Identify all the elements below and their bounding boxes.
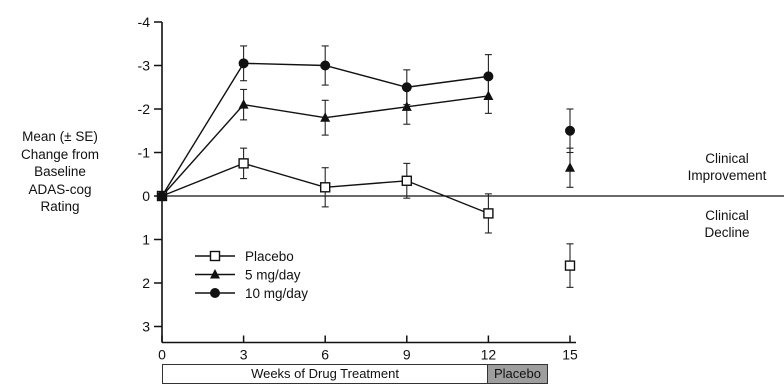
data-point — [238, 58, 249, 69]
followup-data-point — [565, 125, 575, 136]
y-tick-label: 3 — [142, 319, 150, 335]
legend-label: 10 mg/day — [245, 286, 308, 301]
y-tick-label: -4 — [138, 14, 151, 30]
y-tick-label: -2 — [138, 101, 151, 117]
legend-marker — [210, 288, 220, 298]
legend-marker — [210, 269, 220, 279]
annotation-line: Decline — [704, 225, 750, 240]
x-tick-label: 3 — [240, 347, 248, 363]
followup-data-point — [565, 162, 575, 172]
y-tick-label: -1 — [138, 145, 151, 161]
y-axis-label-line: Mean (± SE) — [22, 129, 98, 144]
y-axis-label: Mean (± SE) Change from Baseline ADAS-co… — [6, 128, 114, 216]
x-tick-label: 9 — [403, 347, 411, 363]
legend-marker — [209, 250, 221, 262]
legend: Placebo 5 mg/day 10 mg/day — [195, 249, 308, 301]
y-axis-label-line: Rating — [40, 199, 80, 214]
y-tick-label: 0 — [142, 188, 150, 204]
data-point — [483, 71, 494, 82]
treatment-period-band: Weeks of Drug Treatment — [162, 364, 488, 384]
annotation-line: Clinical — [705, 151, 749, 166]
series-markers — [156, 58, 576, 271]
y-tick-label: 2 — [142, 275, 150, 291]
data-point — [483, 208, 494, 219]
y-axis-label-line: ADAS-cog — [28, 181, 92, 197]
clinical-decline-annotation: Clinical Decline — [672, 207, 782, 241]
x-tick-label: 6 — [321, 347, 329, 363]
y-tick-label: 1 — [142, 232, 150, 248]
data-point — [320, 60, 331, 71]
x-tick-label: 12 — [481, 347, 497, 363]
y-axis-label-line: Baseline — [34, 164, 86, 179]
annotation-line: Clinical — [705, 208, 749, 223]
y-axis-label-line: Change from — [20, 146, 100, 162]
data-point — [401, 82, 412, 93]
data-point — [401, 101, 412, 111]
data-point — [238, 158, 249, 169]
x-tick-label: 0 — [158, 347, 166, 363]
clinical-improvement-annotation: Clinical Improvement — [672, 150, 782, 184]
y-tick-label: -3 — [138, 58, 151, 74]
data-point — [320, 112, 331, 122]
annotation-line: Improvement — [687, 168, 767, 183]
legend-label: Placebo — [245, 249, 294, 264]
legend-label: 5 mg/day — [245, 268, 301, 283]
data-point — [238, 99, 249, 109]
followup-data-point — [564, 260, 576, 271]
x-tick-label: 15 — [562, 347, 578, 363]
data-point — [157, 191, 167, 201]
placebo-period-band: Placebo — [487, 364, 548, 384]
data-point — [320, 182, 331, 193]
data-point — [483, 90, 494, 100]
data-point — [401, 175, 412, 186]
